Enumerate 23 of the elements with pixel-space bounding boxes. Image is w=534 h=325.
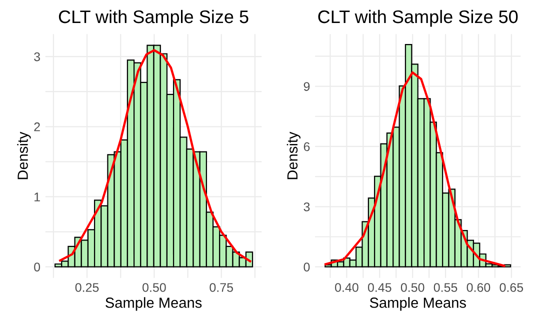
y-tick-label: 1 [34, 192, 40, 202]
x-axis-title: Sample Means [106, 297, 202, 311]
x-tick-label: 0.50 [400, 283, 424, 292]
y-tick-label: 9 [304, 82, 310, 91]
x-tick-label: 0.60 [466, 283, 490, 292]
x-tick-label: 0.50 [142, 283, 166, 292]
y-tick-label: 3 [304, 202, 310, 212]
x-tick-label: 0.40 [335, 283, 358, 292]
chart-title: CLT with Sample Size 5 [58, 10, 248, 27]
y-tick-label: 2 [34, 122, 40, 132]
x-tick-label: 0.55 [434, 283, 458, 292]
y-axis-title: Density [17, 132, 31, 180]
x-tick-label: 0.25 [75, 283, 99, 292]
x-tick-label: 0.45 [368, 283, 392, 292]
x-tick-label: 0.65 [500, 283, 524, 292]
y-axis-title: Density [286, 132, 300, 180]
chart-title: CLT with Sample Size 50 [318, 10, 518, 27]
x-axis-title: Sample Means [370, 297, 466, 311]
y-tick-label: 0 [304, 262, 310, 272]
y-tick-label: 3 [34, 52, 40, 62]
x-tick-label: 0.75 [210, 283, 234, 292]
y-tick-label: 0 [34, 262, 40, 272]
y-tick-label: 6 [304, 142, 310, 152]
